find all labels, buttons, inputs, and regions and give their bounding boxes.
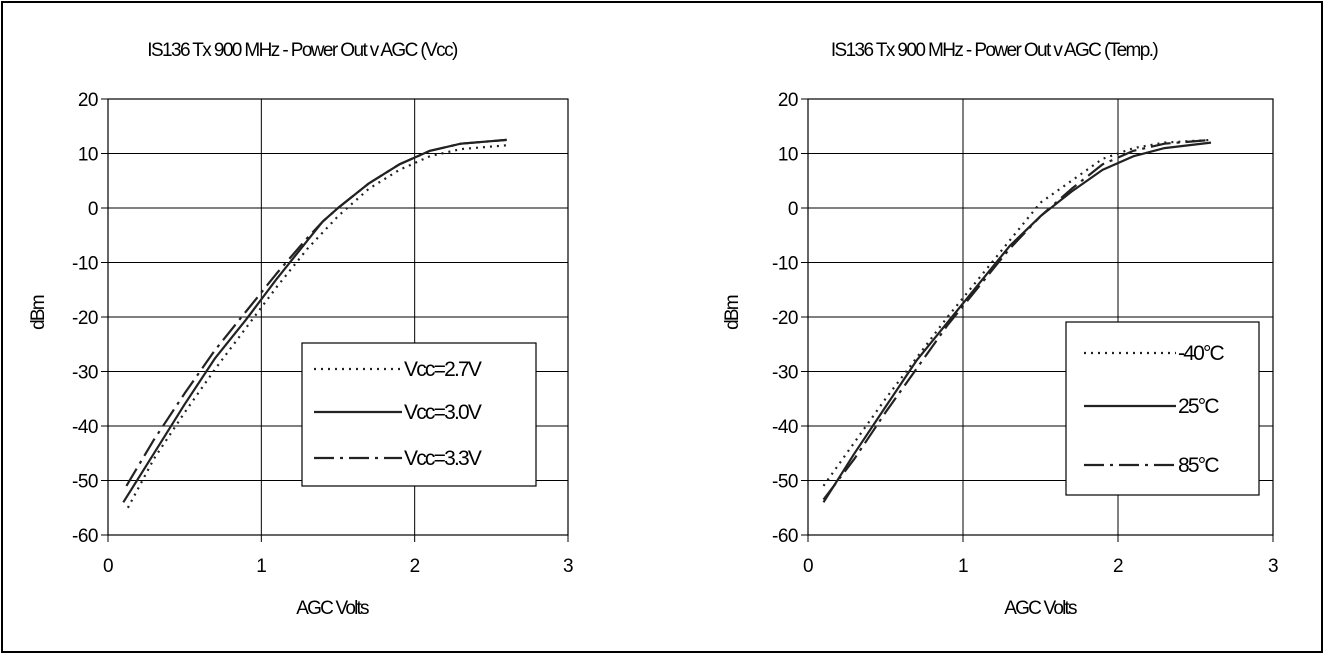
x-tick-label: 3 <box>563 556 573 577</box>
x-tick-label: 1 <box>256 556 266 577</box>
legend: Vcc=2.7V Vcc=3.0V Vcc=3.3V <box>301 342 537 487</box>
x-tick-label: 3 <box>1268 556 1278 577</box>
plot-area <box>807 98 1274 536</box>
y-tick-label: 0 <box>88 199 98 220</box>
y-tick-label: -60 <box>72 526 98 547</box>
y-tick-labels: 20 10 0 -10 -20 -30 -40 -50 -60 <box>72 90 98 547</box>
legend-label-85c: 85°C <box>1178 454 1219 477</box>
x-tick-label: 0 <box>103 556 113 577</box>
y-tick-label: 10 <box>778 145 798 166</box>
legend-label-25c: 25°C <box>1178 395 1219 418</box>
legend-box <box>301 342 537 487</box>
series-lines <box>822 138 1212 503</box>
x-axis-label: AGC Volts <box>296 598 369 619</box>
y-tick-labels: 20 10 0 -10 -20 -30 -40 -50 -60 <box>772 90 798 547</box>
series-line-vcc-3-3v <box>125 138 507 487</box>
x-tick-label: 0 <box>803 556 813 577</box>
x-tick-label: 1 <box>958 556 968 577</box>
x-tick-labels: 0 1 2 3 <box>103 556 574 577</box>
y-tick-label: -40 <box>772 417 798 438</box>
series-line-vcc-2-7v <box>126 144 507 509</box>
series-line-25-c <box>822 141 1212 503</box>
y-tick-label: -50 <box>772 472 798 493</box>
y-tick-label: 10 <box>78 145 98 166</box>
y-tick-label: -60 <box>772 526 798 547</box>
y-axis-label: dBm <box>28 295 49 330</box>
y-tick-label: -50 <box>72 472 98 493</box>
y-tick-label: -30 <box>772 363 798 384</box>
x-tick-labels: 0 1 2 3 <box>803 556 1279 577</box>
legend-label-vcc-3-3: Vcc=3.3V <box>404 447 482 470</box>
x-axis-label: AGC Volts <box>1004 598 1077 619</box>
series-line-40-c <box>822 138 1212 487</box>
y-tick-label: -40 <box>72 417 98 438</box>
chart-title: IS136 Tx 900 MHz - Power Out v AGC (Temp… <box>831 40 1159 61</box>
legend-label-minus-40c: -40°C <box>1178 342 1225 365</box>
y-tick-label: 0 <box>788 199 798 220</box>
y-tick-label: 20 <box>778 90 798 111</box>
series-line-85-c <box>822 138 1212 501</box>
x-tick-label: 2 <box>1113 556 1123 577</box>
x-tick-label: 2 <box>410 556 420 577</box>
legend-box <box>1065 321 1260 496</box>
chart-vcc: IS136 Tx 900 MHz - Power Out v AGC (Vcc)… <box>28 40 574 619</box>
y-tick-label: -30 <box>72 363 98 384</box>
y-axis-label: dBm <box>722 295 743 330</box>
plot-area <box>107 98 569 536</box>
y-tick-label: 20 <box>78 90 98 111</box>
series-lines <box>122 138 507 509</box>
legend-label-vcc-2-7: Vcc=2.7V <box>404 358 482 381</box>
y-tick-label: -20 <box>72 308 98 329</box>
chart-title: IS136 Tx 900 MHz - Power Out v AGC (Vcc) <box>147 40 458 61</box>
chart-temp: IS136 Tx 900 MHz - Power Out v AGC (Temp… <box>722 40 1279 619</box>
legend-label-vcc-3-0: Vcc=3.0V <box>404 401 482 424</box>
y-tick-label: -20 <box>772 308 798 329</box>
y-tick-label: -10 <box>72 254 98 275</box>
y-tick-label: -10 <box>772 254 798 275</box>
legend: -40°C 25°C 85°C <box>1065 321 1260 496</box>
